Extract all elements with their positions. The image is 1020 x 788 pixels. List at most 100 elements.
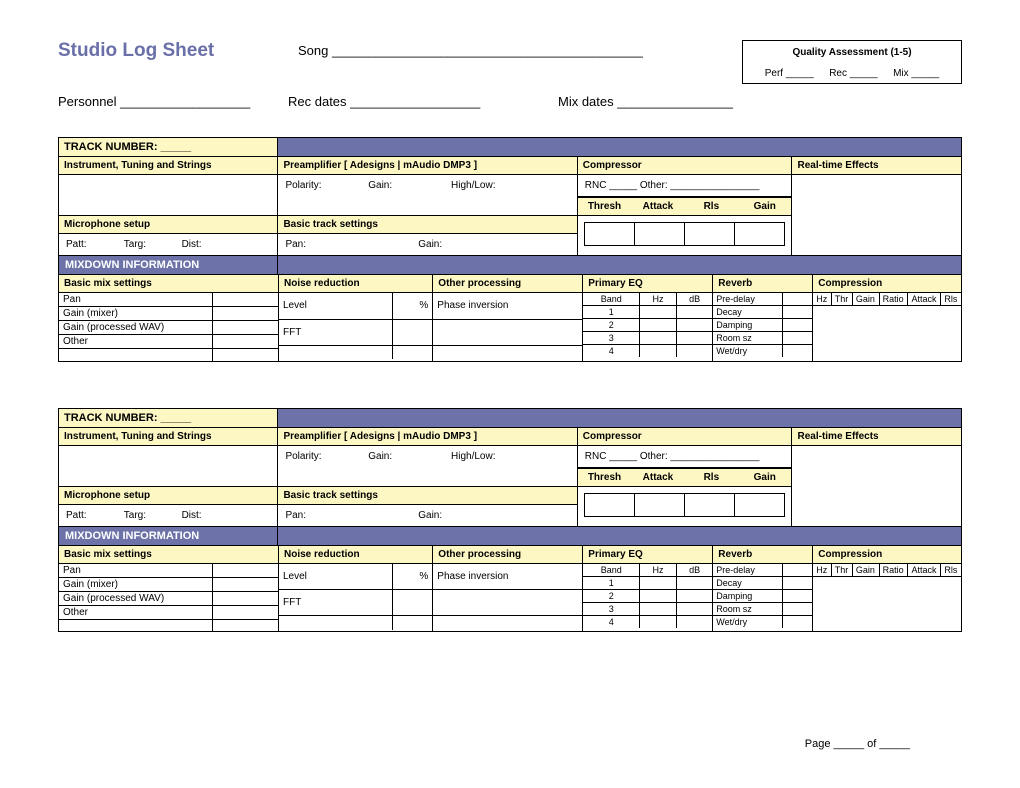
nr-pct: % xyxy=(392,564,432,590)
quality-assessment-box: Quality Assessment (1-5) Perf _____ Rec … xyxy=(742,40,962,84)
mic-params: Patt: Targ: Dist: xyxy=(59,234,278,256)
mix-pan: Pan xyxy=(59,293,212,307)
cp-rls: Rls xyxy=(941,564,961,577)
fx-cell xyxy=(792,175,962,256)
track-table: TRACK NUMBER: _____ Instrument, Tuning a… xyxy=(58,408,962,546)
col-fx: Real-time Effects xyxy=(792,157,962,175)
col-compressor: Compressor xyxy=(577,427,792,445)
cp-hz: Hz xyxy=(813,293,831,306)
compression-hdr: Compression xyxy=(813,545,962,563)
fx-cell xyxy=(792,445,962,526)
compressor-model: RNC _____ Other: ________________ xyxy=(577,445,792,467)
rv-decay: Decay xyxy=(713,306,782,319)
rv-wetdry: Wet/dry xyxy=(713,615,782,628)
mix-other: Other xyxy=(59,605,212,619)
qa-mix: Mix _____ xyxy=(893,68,939,79)
reverb-hdr: Reverb xyxy=(713,275,813,293)
page-number: Page _____ of _____ xyxy=(805,738,910,750)
cp-ratio: Ratio xyxy=(879,564,908,577)
personnel-field: Personnel __________________ xyxy=(58,94,258,109)
op-phase: Phase inversion xyxy=(433,564,582,590)
rv-decay: Decay xyxy=(713,576,782,589)
track-number-cell: TRACK NUMBER: _____ xyxy=(59,408,278,427)
basic-mix-hdr: Basic mix settings xyxy=(59,545,279,563)
cp-hz: Hz xyxy=(813,564,831,577)
col-compressor: Compressor xyxy=(577,157,792,175)
compression-hdr: Compression xyxy=(813,275,962,293)
track-number-cell: TRACK NUMBER: _____ xyxy=(59,138,278,157)
eq-hz-hdr: Hz xyxy=(640,293,677,306)
col-fx: Real-time Effects xyxy=(792,427,962,445)
instrument-cell xyxy=(59,175,278,216)
mix-gain-wav: Gain (processed WAV) xyxy=(59,321,212,335)
nr-fft: FFT xyxy=(279,590,392,616)
basictrack-params: Pan: Gain: xyxy=(278,234,577,256)
eq-band-hdr: Band xyxy=(583,293,639,306)
basic-mix-hdr: Basic mix settings xyxy=(59,275,279,293)
mixdown-label: MIXDOWN INFORMATION xyxy=(59,526,278,545)
mix-gain-wav: Gain (processed WAV) xyxy=(59,591,212,605)
rv-wetdry: Wet/dry xyxy=(713,345,782,358)
qa-perf: Perf _____ xyxy=(765,68,814,79)
reverb-hdr: Reverb xyxy=(713,545,813,563)
mixdown-table: Basic mix settings Noise reduction Other… xyxy=(58,545,962,633)
track-block: TRACK NUMBER: _____ Instrument, Tuning a… xyxy=(58,137,962,362)
comp-gain-hdr: Gain xyxy=(738,198,791,216)
nr-level: Level xyxy=(279,564,392,590)
basic-track-hdr: Basic track settings xyxy=(278,216,577,234)
col-preamp: Preamplifier [ Adesigns | mAudio DMP3 ] xyxy=(278,157,577,175)
recdates-field: Rec dates __________________ xyxy=(288,94,528,109)
cp-ratio: Ratio xyxy=(879,293,908,306)
instrument-cell xyxy=(59,445,278,486)
mix-gain-mixer: Gain (mixer) xyxy=(59,307,212,321)
cp-thr: Thr xyxy=(831,293,852,306)
qa-title: Quality Assessment (1-5) xyxy=(757,47,947,58)
col-instrument: Instrument, Tuning and Strings xyxy=(59,427,278,445)
comp-rls-hdr: Rls xyxy=(685,198,738,216)
track-block: TRACK NUMBER: _____ Instrument, Tuning a… xyxy=(58,408,962,633)
eq-db-hdr: dB xyxy=(676,564,712,577)
cp-thr: Thr xyxy=(831,564,852,577)
rv-damping: Damping xyxy=(713,589,782,602)
cp-gain: Gain xyxy=(852,293,879,306)
mix-other: Other xyxy=(59,335,212,349)
primary-eq-hdr: Primary EQ xyxy=(583,545,713,563)
other-proc-hdr: Other processing xyxy=(433,545,583,563)
eq-hz-hdr: Hz xyxy=(640,564,677,577)
qa-rec: Rec _____ xyxy=(829,68,877,79)
nr-fft: FFT xyxy=(279,319,392,345)
rv-roomsz: Room sz xyxy=(713,332,782,345)
col-preamp: Preamplifier [ Adesigns | mAudio DMP3 ] xyxy=(278,427,577,445)
mic-setup-hdr: Microphone setup xyxy=(59,216,278,234)
comp-gain-hdr: Gain xyxy=(738,468,791,486)
comp-rls-hdr: Rls xyxy=(685,468,738,486)
mix-pan: Pan xyxy=(59,564,212,578)
mixdown-label: MIXDOWN INFORMATION xyxy=(59,256,278,275)
eq-band-hdr: Band xyxy=(583,564,639,577)
nr-pct: % xyxy=(392,293,432,319)
other-proc-hdr: Other processing xyxy=(433,275,583,293)
preamp-params: Polarity: Gain: High/Low: xyxy=(278,445,577,467)
noise-red-hdr: Noise reduction xyxy=(279,275,433,293)
basic-track-hdr: Basic track settings xyxy=(278,486,577,504)
compressor-model: RNC _____ Other: ________________ xyxy=(577,175,792,197)
track-table: TRACK NUMBER: _____ Instrument, Tuning a… xyxy=(58,137,962,275)
cp-attack: Attack xyxy=(908,293,941,306)
op-phase: Phase inversion xyxy=(433,293,582,319)
rv-roomsz: Room sz xyxy=(713,602,782,615)
noise-red-hdr: Noise reduction xyxy=(279,545,433,563)
comp-thresh-hdr: Thresh xyxy=(578,198,631,216)
cp-attack: Attack xyxy=(908,564,941,577)
header-second-row: Personnel __________________ Rec dates _… xyxy=(58,94,962,109)
mic-setup-hdr: Microphone setup xyxy=(59,486,278,504)
rv-predelay: Pre-delay xyxy=(713,293,782,306)
mixdates-field: Mix dates ________________ xyxy=(558,94,733,109)
rv-predelay: Pre-delay xyxy=(713,564,782,577)
comp-attack-hdr: Attack xyxy=(631,198,684,216)
header-row: Studio Log Sheet Song __________________… xyxy=(58,40,962,84)
comp-attack-hdr: Attack xyxy=(631,468,684,486)
eq-db-hdr: dB xyxy=(676,293,712,306)
page-title: Studio Log Sheet xyxy=(58,40,258,62)
rv-damping: Damping xyxy=(713,319,782,332)
preamp-params: Polarity: Gain: High/Low: xyxy=(278,175,577,197)
